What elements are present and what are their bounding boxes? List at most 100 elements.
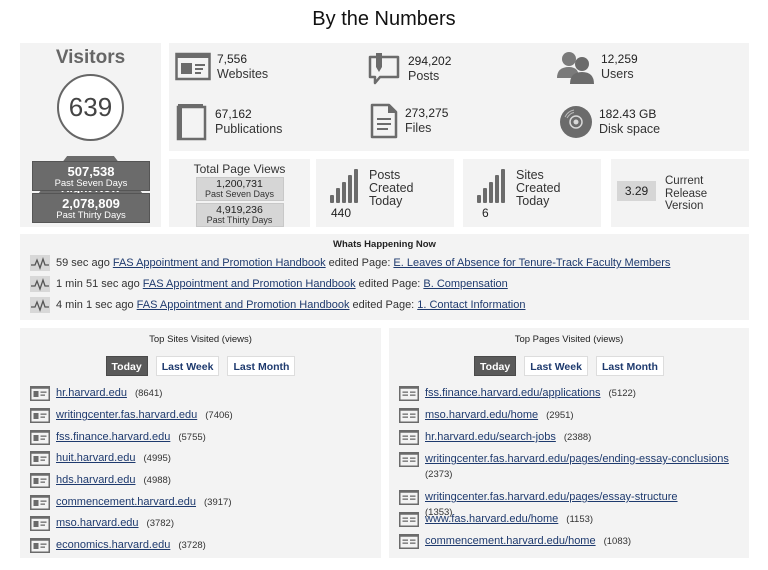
posts-icon — [368, 53, 400, 85]
list-item-link[interactable]: writingcenter.fas.harvard.edu/pages/endi… — [425, 453, 729, 465]
book-icon — [176, 104, 207, 141]
sites-created-panel: 6 Sites Created Today — [463, 159, 601, 227]
activity-item: 4 min 1 sec ago FAS Appointment and Prom… — [30, 297, 528, 313]
activity-time: 1 min 51 sec ago — [56, 278, 140, 290]
website-icon — [175, 52, 211, 81]
list-item-link[interactable]: writingcenter.fas.harvard.edu/pages/essa… — [425, 491, 678, 503]
activity-page-link[interactable]: E. Leaves of Absence for Tenure-Track Fa… — [393, 257, 671, 269]
top-pages-panel: Top Pages Visited (views) Today Last Wee… — [389, 328, 749, 558]
list-item-count: (2388) — [563, 432, 592, 443]
release-panel: 3.29 Current Release Version — [611, 159, 749, 227]
page-icon — [399, 452, 419, 467]
list-item-count: (4995) — [143, 453, 171, 464]
users-icon — [557, 52, 594, 84]
list-item-link[interactable]: fss.finance.harvard.edu — [56, 431, 171, 443]
files-count: 273,275 — [405, 106, 449, 120]
tab-last-week[interactable]: Last Week — [155, 356, 220, 376]
tab-last-month[interactable]: Last Month — [227, 356, 296, 376]
list-item-link[interactable]: writingcenter.fas.harvard.edu — [56, 409, 198, 421]
list-item-link[interactable]: mso.harvard.edu/home — [425, 409, 539, 421]
list-item: mso.harvard.edu/home (2951) — [399, 408, 574, 423]
list-item-link[interactable]: commencement.harvard.edu/home — [425, 535, 596, 547]
list-item: huit.harvard.edu (4995) — [30, 451, 171, 466]
website-icon — [30, 451, 50, 466]
list-item-count: (2373) — [425, 469, 453, 480]
website-icon — [30, 430, 50, 445]
list-item-link[interactable]: www.fas.harvard.edu/home — [425, 513, 559, 525]
tab-today[interactable]: Today — [474, 356, 517, 376]
list-item-link[interactable]: commencement.harvard.edu — [56, 496, 197, 508]
list-item: commencement.harvard.edu (3917) — [30, 495, 231, 510]
tab-last-week[interactable]: Last Week — [524, 356, 588, 376]
activity-time: 4 min 1 sec ago — [56, 299, 134, 311]
activity-site-link[interactable]: FAS Appointment and Promotion Handbook — [142, 278, 356, 290]
tab-last-month[interactable]: Last Month — [595, 356, 664, 376]
list-item: mso.harvard.edu (3782) — [30, 516, 174, 531]
activity-page-link[interactable]: B. Compensation — [423, 278, 508, 290]
list-item-link[interactable]: economics.harvard.edu — [56, 539, 171, 551]
websites-label: Websites — [217, 67, 269, 81]
bar-chart-icon — [330, 169, 360, 203]
page-icon — [399, 386, 419, 401]
file-icon — [370, 103, 398, 139]
list-item-link[interactable]: hr.harvard.edu — [56, 387, 127, 399]
page-views-seven-days-value: 1,200,731 — [216, 178, 263, 190]
list-item-count: (5122) — [608, 388, 636, 399]
list-item: www.fas.harvard.edu/home (1153) — [399, 512, 593, 527]
list-item-link[interactable]: hds.harvard.edu — [56, 474, 136, 486]
visitors-seven-days-label: Past Seven Days — [54, 178, 128, 189]
stat-posts: 294,202 Posts — [366, 51, 451, 87]
page-icon — [399, 534, 419, 549]
top-sites-panel: Top Sites Visited (views) Today Last Wee… — [20, 328, 381, 558]
list-item-link[interactable]: fss.finance.harvard.edu/applications — [425, 387, 601, 399]
publications-label: Publications — [215, 122, 283, 136]
activity-page-link[interactable]: 1. Contact Information — [417, 299, 526, 311]
list-item: hr.harvard.edu/search-jobs (2388) — [399, 430, 591, 445]
list-item: fss.finance.harvard.edu (5755) — [30, 430, 206, 445]
activity-action: edited Page: — [352, 299, 415, 311]
activity-time: 59 sec ago — [56, 257, 110, 269]
stats-panel: 7,556 Websites 294,202 Posts 12,259 Users 6… — [169, 43, 749, 151]
activity-site-link[interactable]: FAS Appointment and Promotion Handbook — [112, 257, 326, 269]
posts-label: Posts — [408, 69, 440, 83]
disk-space-value: 182.43 GB — [599, 107, 657, 121]
posts-created-panel: 440 Posts Created Today — [316, 159, 454, 227]
tab-today[interactable]: Today — [105, 356, 148, 376]
disk-icon — [560, 106, 592, 138]
list-item-link[interactable]: huit.harvard.edu — [56, 452, 136, 464]
top-pages-tabs: Today Last Week Last Month — [389, 356, 749, 376]
posts-count: 294,202 — [408, 54, 452, 68]
publications-count: 67,162 — [215, 107, 252, 121]
stat-files: 273,275 Files — [369, 103, 448, 139]
list-item-count: (1353) — [425, 507, 453, 518]
sites-created-label: Sites Created Today — [516, 168, 561, 208]
list-item-count: (7406) — [205, 410, 233, 421]
list-item-count: (8641) — [134, 388, 163, 399]
activity-site-link[interactable]: FAS Appointment and Promotion Handbook — [136, 299, 350, 311]
list-item: hds.harvard.edu (4988) — [30, 473, 171, 488]
page-icon — [399, 408, 419, 423]
list-item-count: (5755) — [178, 432, 206, 443]
list-item: hr.harvard.edu (8641) — [30, 386, 162, 401]
visitors-thirty-days-label: Past Thirty Days — [56, 210, 126, 221]
page-icon — [399, 512, 419, 527]
activity-item: 1 min 51 sec ago FAS Appointment and Pro… — [30, 276, 511, 292]
activity-title: Whats Happening Now — [333, 239, 436, 250]
list-item: economics.harvard.edu (3728) — [30, 538, 206, 553]
list-item-link[interactable]: hr.harvard.edu/search-jobs — [425, 431, 556, 443]
page-views-thirty-days-value: 4,919,236 — [216, 204, 263, 216]
visitors-seven-days-value: 507,538 — [67, 164, 115, 179]
disk-space-label: Disk space — [599, 122, 661, 136]
page-views-panel: Total Page Views 1,200,731 Past Seven Da… — [169, 159, 310, 227]
sites-created-count: 6 — [482, 206, 489, 220]
website-icon — [30, 495, 50, 510]
bar-chart-icon — [477, 169, 507, 203]
list-item-link[interactable]: mso.harvard.edu — [56, 517, 139, 529]
stat-publications: 67,162 Publications — [175, 103, 282, 141]
list-item: writingcenter.fas.harvard.edu/pages/essa… — [399, 490, 678, 520]
page-views-seven-days: 1,200,731 Past Seven Days — [195, 177, 284, 201]
activity-item: 59 sec ago FAS Appointment and Promotion… — [30, 255, 673, 271]
activity-pulse-icon — [30, 276, 50, 292]
top-sites-tabs: Today Last Week Last Month — [20, 356, 381, 376]
list-item-count: (3782) — [146, 518, 175, 529]
